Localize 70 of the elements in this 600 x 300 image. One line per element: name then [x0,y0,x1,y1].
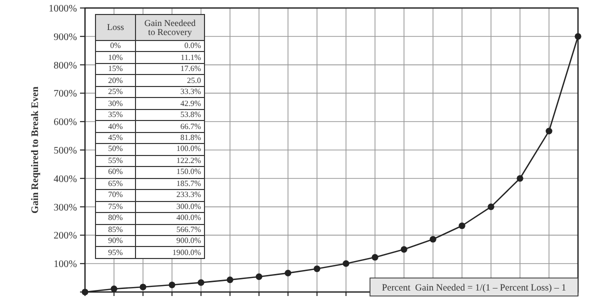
annotation: 566.7% [136,224,204,236]
point [342,260,350,267]
annotation: Gain Needeed to Recovery [136,14,204,40]
point [400,246,408,253]
point [372,254,378,261]
annotation: 30% [96,98,136,110]
annotation: 55% [96,155,136,167]
annotation: 15% [96,63,136,75]
y-tick-label: 900% [54,32,77,43]
annotation: 60% [96,166,136,178]
annotation: 53.8% [136,109,204,121]
annotation: 65% [96,178,136,190]
annotation: 0% [96,40,136,52]
y-tick-label: 500% [54,146,77,156]
annotation: 95% [96,246,136,258]
point [168,282,176,288]
y-tick-label: 100% [54,259,77,270]
annotation: 300.0% [136,201,204,213]
annotation: 33.3% [136,86,204,98]
annotation: 185.7% [136,178,204,190]
point [516,175,524,182]
point [574,33,582,40]
annotation: Loss [96,14,136,40]
annotation: 400.0% [136,212,204,224]
point [140,284,146,290]
annotation: 40% [96,120,136,132]
point [458,222,466,230]
annotation: 1900.0% [136,246,204,258]
annotation: 42.9% [136,98,204,110]
annotation: 11.1% [136,52,204,64]
annotation: 66.7% [136,120,204,132]
y-tick-label: 200% [54,230,77,242]
annotation: Percent Gain Needed = 1/(1 – Percent Loss) – 1 [382,283,566,294]
annotation: 20% [96,74,136,86]
annotation: 100.0% [136,144,204,156]
annotation: 10% [96,52,136,64]
point [198,279,204,286]
annotation: 150.0% [136,166,204,178]
y-axis-title: Gain Required to Break Even [30,86,41,214]
annotation: 85% [96,224,136,236]
point [256,273,262,280]
annotation: 75% [96,201,136,213]
annotation: 90% [96,235,136,247]
annotation: 80% [96,212,136,224]
y-tick-label: 300% [54,202,77,214]
annotation: 122.2% [136,155,204,167]
annotation: 45% [96,132,136,144]
annotation: 25% [96,86,136,98]
point [546,128,552,134]
annotation: 35% [96,109,136,121]
point [110,286,118,292]
point [284,270,292,276]
point [314,265,320,272]
point [82,288,88,296]
annotation: 17.6% [136,63,204,75]
y-tick-label: 600% [54,117,77,128]
y-tick-label: 800% [54,60,77,72]
annotation: 0.0% [136,40,204,52]
point [430,236,436,243]
y-tick-label: 400% [54,174,77,185]
annotation: 25.0 [136,74,204,86]
point [488,204,494,210]
y-tick-label: 1000% [48,4,77,14]
y-tick-label: 700% [54,88,77,100]
annotation: 50% [96,144,136,156]
annotation: 81.8% [136,132,204,144]
annotation: 70% [96,190,136,202]
point [226,276,234,284]
annotation: 233.3% [136,190,204,202]
annotation: 900.0% [136,235,204,247]
